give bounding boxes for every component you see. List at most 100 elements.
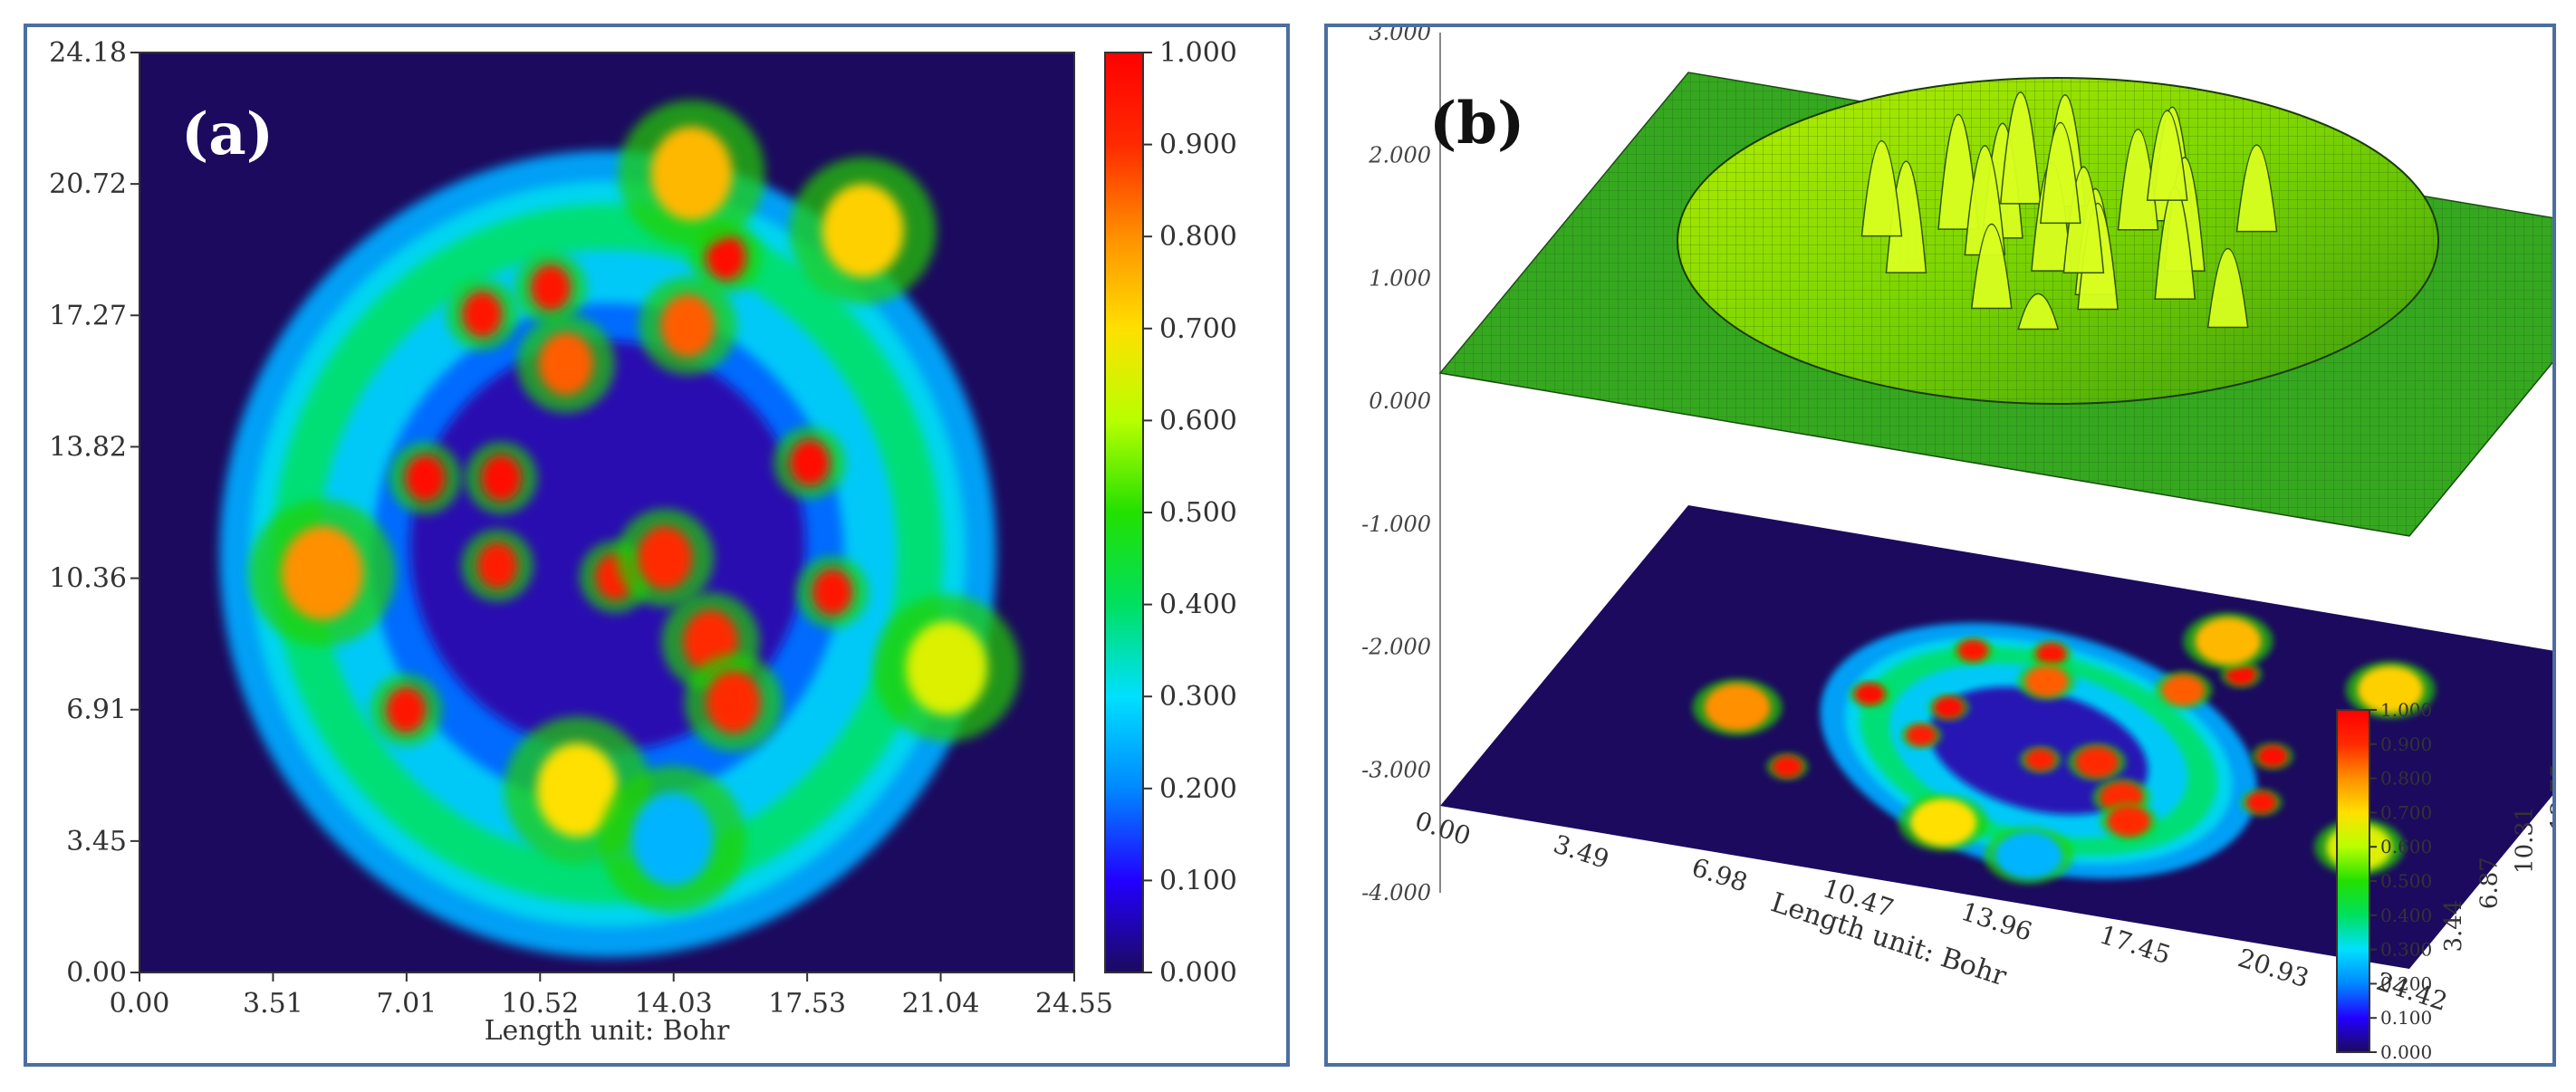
colorbar-tick-label: 0.200 [1159,773,1237,805]
floor-density-peak [1910,799,1977,847]
density-peak [638,526,693,589]
floor-density-peak [1906,724,1937,747]
surface-peak [2146,110,2188,201]
floor-density-peak [2245,791,2277,814]
density-peak [281,526,363,620]
density-peak [812,569,853,616]
floor-heatmap-field [1692,612,2436,884]
y-tick-label: 17.27 [49,300,127,331]
floor-density-peak [2161,675,2206,706]
y-tick-label: 13.82 [49,431,127,463]
density-peak [706,671,761,734]
colorbar-tick-label: 0.300 [1159,681,1237,713]
colorbar-tick-label: 1.000 [1159,37,1237,69]
surface-peak [2017,292,2060,330]
heatmap-field [219,100,1021,958]
colorbar-tick-label: 0.700 [2380,801,2432,823]
colorbar-tick-label: 0.900 [2380,733,2432,755]
floor-density-peak [1933,696,1965,719]
density-peak [536,742,619,838]
colorbar-tick-label: 0.400 [1159,589,1237,621]
z-tick-label: -1.000 [1361,512,1431,537]
floor-density-peak [2107,805,2151,837]
colorbar-tick-label: 0.500 [2380,870,2432,892]
floor-density-peak [2257,745,2288,768]
colorbar-tick-label: 0.300 [2380,939,2432,961]
colorbar [2336,709,2370,1053]
panel-b: 3.000 2.000 1.000 0.000 -1.000 -2.000 -3.000 -4… [1324,20,2576,1067]
surface-peak [2206,247,2249,329]
surface-peak [2040,121,2081,225]
y-tick-label: 10.36 [49,563,127,595]
colorbar-tick-label: 1.000 [2380,699,2432,721]
colorbar-tick-label: 0.000 [2380,1041,2432,1063]
colorbar-tick-label: 0.600 [1159,405,1237,436]
x-tick-label: 0.00 [1411,806,1474,852]
panel-a: (a) 0.00 3.51 7.01 10.52 14.03 17.53 21.04 24.5… [24,24,1290,1067]
surface-peak [1970,224,2013,310]
floor-density-peak [1995,831,2062,879]
floor-density-peak [2035,643,2067,666]
colorbar-tick-label: 0.800 [2380,768,2432,790]
x-tick-label: 0.00 [110,988,170,1020]
x-tick-label: 21.04 [902,988,980,1020]
x-tick-label: 14.03 [635,988,713,1020]
y-axis-ticks: 0.00 3.45 6.91 10.36 13.82 17.27 20.72 24.18 [49,37,139,989]
colorbar-tick-label: 0.900 [1159,129,1237,161]
z-axis: 3.000 2.000 1.000 0.000 -1.000 -2.000 -3.000 -4… [1361,20,1441,905]
density-peak [386,686,427,733]
floor-density-peak [1957,639,1989,662]
y-tick-label: 6.87 [2475,857,2503,909]
density-peak [650,126,733,221]
floor-density-peak [1854,683,1885,705]
colorbar-ticks: 0.000 0.100 0.200 0.300 0.400 0.500 0.600 0.700… [2369,699,2432,1063]
density-peak [405,455,446,502]
x-axis-label: Length unit: Bohr [485,1015,730,1047]
density-peak [538,332,593,396]
panel-label: (a) [181,101,274,168]
density-peak [789,439,830,486]
x-tick-label: 6.98 [1688,852,1751,898]
density-peak [631,792,714,886]
colorbar-tick-label: 0.100 [1159,865,1237,896]
y-tick-label: 0.00 [66,957,127,989]
colorbar-tick-label: 0.600 [2380,836,2432,857]
z-tick-label: 3.000 [1369,27,1431,45]
colorbar [1104,52,1144,973]
y-tick-label: 3.44 [2440,900,2467,953]
y-tick-label: 24.18 [49,37,127,69]
density-peak [906,621,988,715]
colorbar-tick-label: 0.100 [2380,1007,2432,1029]
density-peak [706,234,746,281]
colorbar-tick-label: 0.500 [1159,497,1237,529]
colorbar-tick-label: 0.000 [1159,957,1237,989]
floor-density-peak [2075,746,2119,778]
density-peak [481,455,522,502]
y-tick-label: 6.91 [66,694,127,726]
y-tick-label: 10.31 [2511,806,2538,873]
x-tick-label: 10.52 [501,988,579,1020]
colorbar-ticks: 0.000 0.100 0.200 0.300 0.400 0.500 0.600 0.700… [1143,37,1237,989]
floor-density-peak [1704,684,1771,732]
colorbar-tick-label: 0.800 [1159,221,1237,253]
z-tick-label: -2.000 [1361,635,1431,660]
x-tick-label: 17.53 [768,988,846,1020]
y-tick-label: 20.72 [49,168,127,200]
floor-density-peak [2357,666,2424,714]
heatmap-chart: (a) 0.00 3.51 7.01 10.52 14.03 17.53 21.04 24.5… [49,37,1237,1047]
density-peak [822,183,904,278]
z-tick-label: 0.000 [1369,388,1431,414]
density-peak [530,264,571,311]
x-axis-ticks: 0.00 3.51 7.01 10.52 14.03 17.53 21.04 24.55 [110,972,1113,1020]
floor-density-peak [2195,617,2262,665]
surface-peak [2235,144,2278,233]
x-tick-label: 24.55 [1035,988,1113,1020]
y-tick-label: 3.45 [66,826,127,857]
x-tick-label: 3.49 [1550,829,1612,875]
y-tick-label: 13.75 [2547,763,2552,830]
colorbar-tick-label: 0.400 [2380,905,2432,926]
colorbar-tick-label: 0.200 [2380,972,2432,994]
x-tick-label: 3.51 [243,988,303,1020]
x-tick-label: 7.01 [376,988,437,1020]
surface-plot [1438,72,2576,537]
